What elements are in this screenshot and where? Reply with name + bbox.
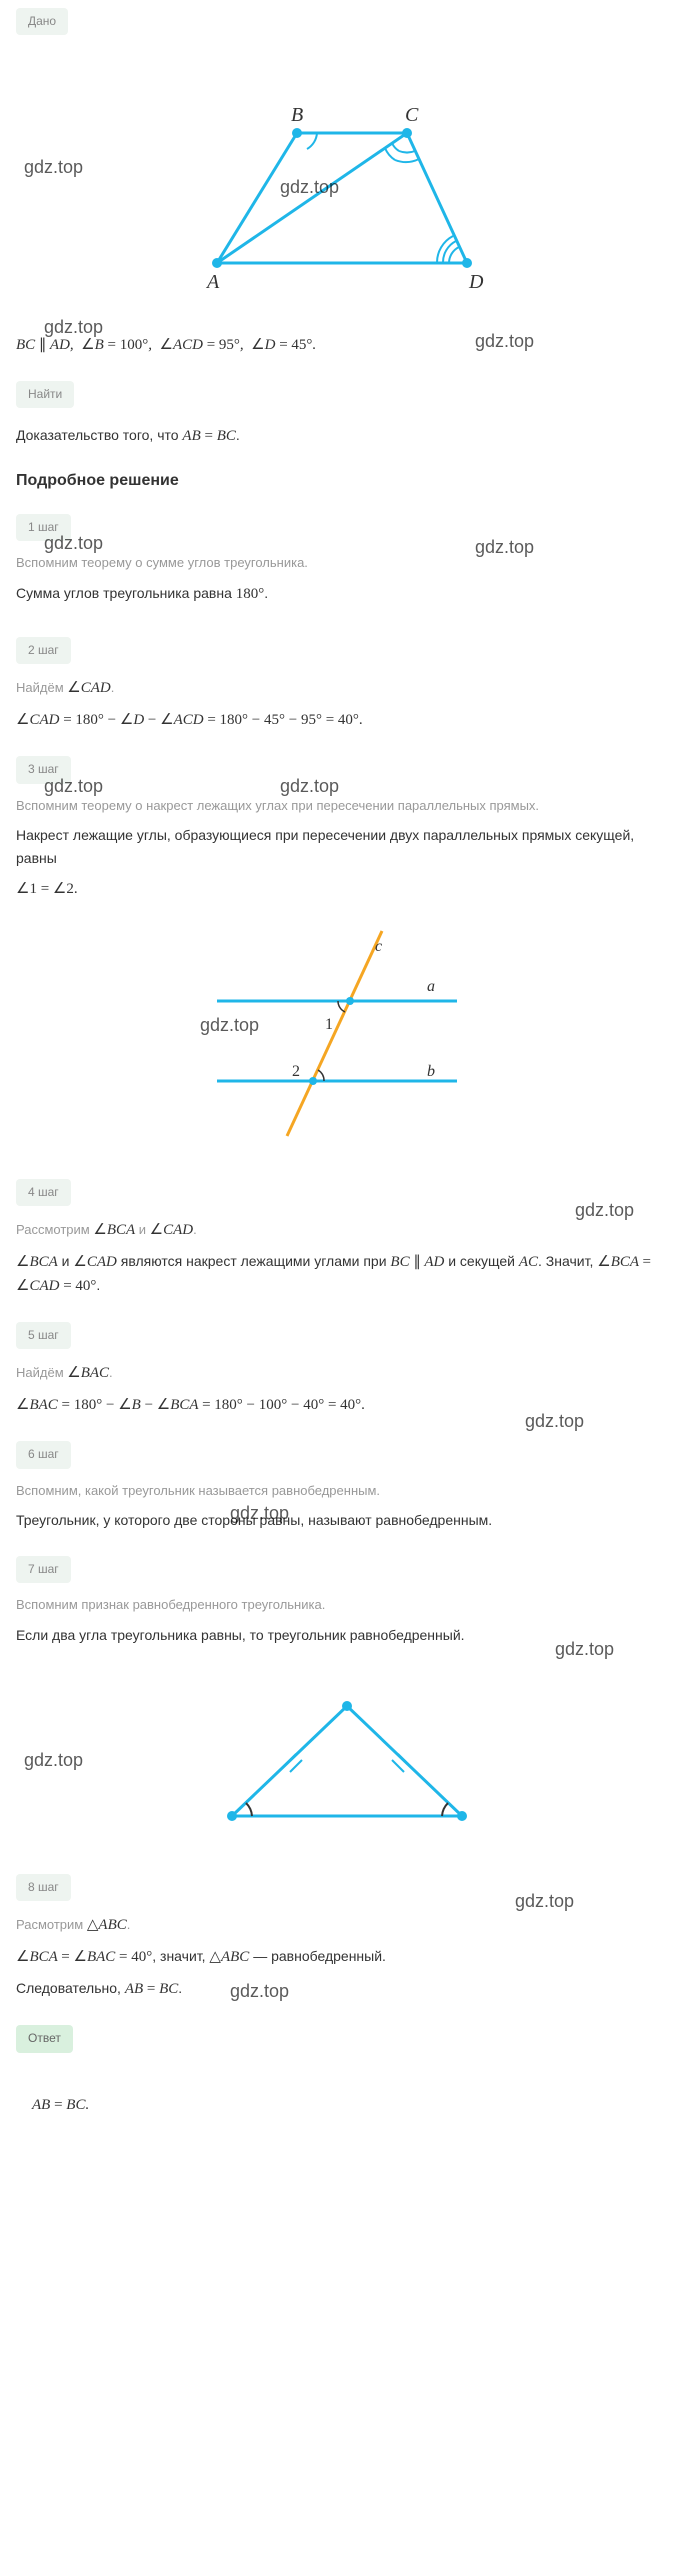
- parallel-lines-figure: c a b 1 2: [197, 921, 497, 1151]
- step-text: Треугольник, у которого две стороны равн…: [16, 1509, 678, 1531]
- svg-text:1: 1: [325, 1016, 333, 1033]
- tag-dano: Дано: [16, 8, 68, 35]
- step-math: ∠CAD = 180° − ∠D − ∠ACD = 180° − 45° − 9…: [16, 708, 678, 732]
- find-text: Доказательство того, что AB = BC.: [16, 424, 678, 448]
- step-text: ∠BCA = ∠BAC = 40°, значит, △ABC — равноб…: [16, 1945, 678, 1969]
- svg-text:2: 2: [292, 1063, 300, 1080]
- step-math: ∠1 = ∠2.: [16, 877, 678, 901]
- step-5: Найдём ∠BAC. ∠BAC = 180° − ∠B − ∠BCA = 1…: [0, 1361, 694, 1417]
- step-4: gdz.top Рассмотрим ∠BCA и ∠CAD. ∠BCA и ∠…: [0, 1218, 694, 1298]
- figure-2-wrap: gdz.top c a b 1 2: [0, 921, 694, 1151]
- step-tag: 7 шаг: [16, 1556, 71, 1583]
- step-gray: Вспомним теорему о накрест лежащих углах…: [16, 796, 678, 817]
- svg-text:D: D: [468, 271, 484, 293]
- given-conditions: BC ∥ AD, ∠B = 100°, ∠ACD = 95°, ∠D = 45°…: [16, 333, 678, 357]
- trapezoid-figure: A B C D: [147, 63, 547, 313]
- step-text: ∠BCA и ∠CAD являются накрест лежащими уг…: [16, 1250, 678, 1298]
- step-tag: 2 шаг: [16, 637, 71, 664]
- step-text2: Следовательно, AB = BC.: [16, 1977, 678, 2001]
- solution-heading: Подробное решение: [16, 468, 678, 494]
- step-gray: Вспомним теорему о сумме углов треугольн…: [16, 553, 678, 574]
- step-gray: Вспомним, какой треугольник называется р…: [16, 1481, 678, 1502]
- svg-text:b: b: [427, 1063, 435, 1080]
- step-1: gdz.top gdz.top Вспомним теорему о сумме…: [0, 553, 694, 613]
- step-text: Накрест лежащие углы, образующиеся при п…: [16, 824, 678, 869]
- given-section: gdz.top gdz.top BC ∥ AD, ∠B = 100°, ∠ACD…: [0, 333, 694, 357]
- svg-text:a: a: [427, 978, 435, 995]
- answer-box: AB = BC.: [16, 2069, 678, 2141]
- svg-text:A: A: [205, 271, 220, 293]
- svg-text:C: C: [405, 104, 419, 126]
- step-tag: 6 шаг: [16, 1441, 71, 1468]
- step-gray: Рассмотрим ∠BCA и ∠CAD.: [16, 1218, 678, 1242]
- watermark: gdz.top: [515, 1887, 574, 1916]
- find-section: Доказательство того, что AB = BC.: [0, 424, 694, 448]
- step-tag: 5 шаг: [16, 1322, 71, 1349]
- tag-naiti: Найти: [16, 381, 74, 408]
- step-7: Вспомним признак равнобедренного треугол…: [0, 1595, 694, 1646]
- answer-math: AB = BC.: [32, 2093, 662, 2117]
- step-gray: Найдём ∠BAC.: [16, 1361, 678, 1385]
- svg-text:c: c: [375, 938, 382, 955]
- step-tag: 3 шаг: [16, 756, 71, 783]
- step-8: gdz.top Расмотрим △ABC. ∠BCA = ∠BAC = 40…: [0, 1913, 694, 2001]
- step-tag: 4 шаг: [16, 1179, 71, 1206]
- step-text: Сумма углов треугольника равна 180°.: [16, 582, 678, 606]
- step-text: Если два угла треугольника равны, то тре…: [16, 1624, 678, 1646]
- step-tag: 8 шаг: [16, 1874, 71, 1901]
- step-gray: Расмотрим △ABC.: [16, 1913, 678, 1937]
- tag-answer: Ответ: [16, 2025, 73, 2052]
- watermark: gdz.top: [24, 153, 83, 182]
- figure-1-wrap: gdz.top gdz.top A B C D: [0, 63, 694, 313]
- svg-text:B: B: [291, 104, 303, 126]
- step-math: ∠BAC = 180° − ∠B − ∠BCA = 180° − 100° − …: [16, 1393, 678, 1417]
- isoceles-triangle-figure: [172, 1666, 522, 1846]
- step-gray: Найдём ∠CAD.: [16, 676, 678, 700]
- step-6: Вспомним, какой треугольник называется р…: [0, 1481, 694, 1532]
- figure-3-wrap: gdz.top: [0, 1666, 694, 1846]
- step-3: gdz.top gdz.top Вспомним теорему о накре…: [0, 796, 694, 902]
- step-2: Найдём ∠CAD. ∠CAD = 180° − ∠D − ∠ACD = 1…: [0, 676, 694, 732]
- watermark: gdz.top: [24, 1746, 83, 1775]
- step-gray: Вспомним признак равнобедренного треугол…: [16, 1595, 678, 1616]
- step-tag: 1 шаг: [16, 514, 71, 541]
